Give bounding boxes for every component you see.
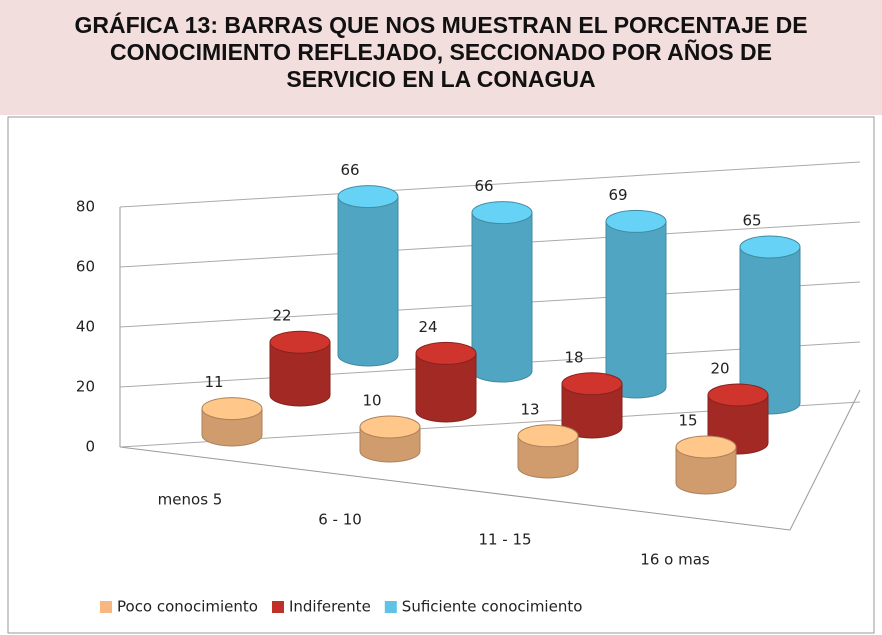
data-label: 66 [340, 161, 359, 179]
grid-line [119, 161, 861, 208]
y-tick-label: 20 [76, 378, 95, 396]
floor [119, 389, 861, 531]
cylinder-top [707, 383, 769, 407]
cylinder-top [739, 235, 801, 259]
data-label: 10 [362, 392, 381, 410]
cylinder-top [201, 397, 263, 421]
data-label: 69 [608, 186, 627, 204]
data-label: 24 [418, 318, 437, 336]
cylinder-top [605, 209, 667, 233]
y-tick-label: 80 [76, 198, 95, 216]
cylinder-top [561, 372, 623, 396]
cylinder-top [675, 435, 737, 459]
legend-label: Poco conocimiento [117, 598, 258, 616]
cylinder-top [415, 341, 477, 365]
cylinder [415, 352, 477, 423]
legend-swatch [271, 601, 284, 613]
x-tick-label: 6 - 10 [318, 511, 362, 529]
legend-swatch [100, 601, 112, 613]
data-label: 20 [710, 360, 729, 378]
data-label: 65 [742, 212, 761, 230]
cylinder [605, 220, 667, 399]
legend-label: Suficiente conocimiento [402, 598, 583, 616]
cylinder-top [337, 185, 399, 209]
x-tick-label: menos 5 [158, 491, 223, 509]
chart: 0 20 40 60 80 menos 5 6 - 10 11 - 15 16 o mas 66 6… [7, 116, 875, 634]
data-label: 18 [564, 348, 583, 366]
cylinder [337, 196, 399, 367]
cylinder [269, 341, 331, 407]
cylinder [517, 435, 579, 479]
cylinder [471, 212, 533, 383]
y-tick-label: 60 [76, 258, 95, 276]
cylinder-top [471, 201, 533, 225]
cylinder-top [517, 424, 579, 448]
data-label: 13 [520, 400, 539, 418]
cylinder-top [269, 330, 331, 354]
legend-label: Indiferente [289, 598, 371, 616]
legend-swatch [384, 601, 397, 613]
cylinder-top [359, 415, 421, 439]
data-label: 66 [474, 177, 493, 195]
x-tick-label: 16 o mas [640, 551, 710, 569]
data-label: 15 [678, 412, 697, 430]
y-tick-label: 0 [85, 438, 95, 456]
title-band: GRÁFICA 13: BARRAS QUE NOS MUESTRAN EL P… [0, 0, 882, 115]
data-label: 11 [204, 373, 223, 391]
x-tick-label: 11 - 15 [478, 531, 531, 549]
data-label: 22 [272, 307, 291, 325]
chart-title: GRÁFICA 13: BARRAS QUE NOS MUESTRAN EL P… [74, 12, 808, 92]
y-tick-label: 40 [76, 318, 95, 336]
cylinder [675, 446, 737, 495]
